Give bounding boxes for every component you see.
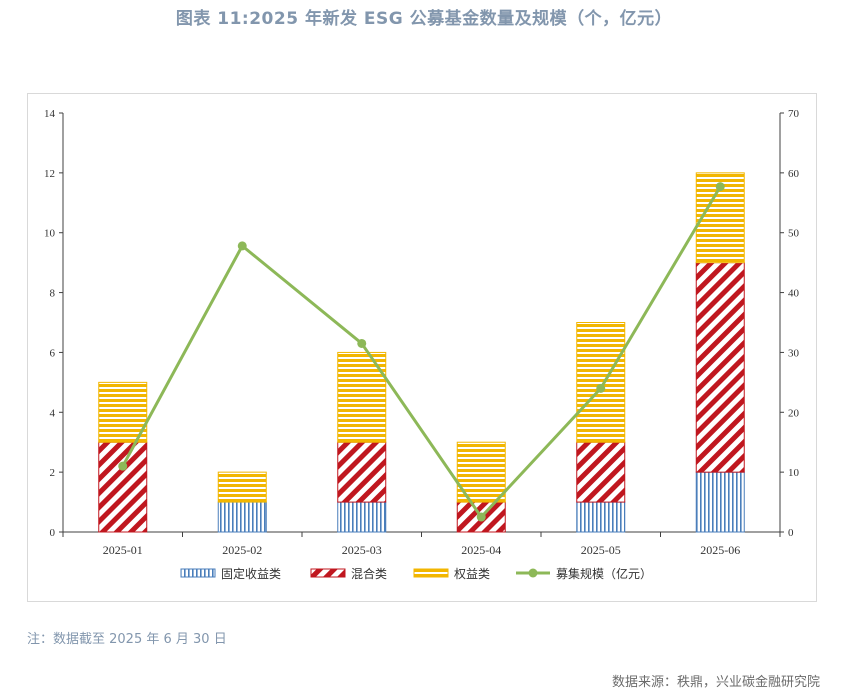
footnote: 注：数据截至 2025 年 6 月 30 日 <box>27 632 227 647</box>
chart-title: 图表 11:2025 年新发 ESG 公募基金数量及规模（个，亿元） <box>175 9 673 29</box>
y-left-tick-label: 0 <box>50 527 56 539</box>
y-right-tick-label: 20 <box>788 407 800 419</box>
bar-segment <box>98 381 148 443</box>
chart-svg: 0 2 4 6 8 10 12 14 0 10 20 30 40 50 60 70 2025-01 2025-02… <box>44 108 800 581</box>
line-point <box>237 241 247 251</box>
y-right-tick-label: 60 <box>788 168 800 180</box>
x-tick-label: 2025-03 <box>342 543 382 557</box>
legend-label: 权益类 <box>454 567 490 581</box>
bar-segment <box>337 441 387 503</box>
y-left-tick-label: 2 <box>50 467 56 479</box>
x-tick-label: 2025-05 <box>581 543 621 557</box>
y-right-tick-label: 10 <box>788 467 800 479</box>
line-point <box>596 383 606 393</box>
x-tick-label: 2025-04 <box>461 543 501 557</box>
legend-label: 募集规模（亿元） <box>556 566 652 581</box>
bar-segment <box>576 501 626 533</box>
x-tick-label: 2025-02 <box>222 543 262 557</box>
y-left-tick-label: 4 <box>50 407 56 419</box>
bar-segment <box>217 501 267 533</box>
bar-segment <box>217 471 267 503</box>
x-tick-label: 2025-01 <box>103 543 143 557</box>
bar-segment <box>695 471 745 533</box>
y-left-tick-label: 12 <box>44 168 55 180</box>
bar-segment <box>576 322 626 443</box>
bar-segment <box>576 441 626 503</box>
bar-segment <box>695 262 745 473</box>
bar-segment <box>337 501 387 533</box>
line-point <box>118 461 128 471</box>
y-right-tick-label: 40 <box>788 288 800 300</box>
y-right-tick-label: 0 <box>788 527 794 539</box>
y-right-tick-label: 50 <box>788 228 800 240</box>
x-tick-label: 2025-06 <box>700 543 740 557</box>
data-source: 数据来源：秩鼎，兴业碳金融研究院 <box>611 675 820 690</box>
legend-swatch <box>180 568 216 578</box>
line-point <box>357 338 367 348</box>
legend-label: 固定收益类 <box>221 566 281 581</box>
line-point <box>715 182 725 192</box>
y-left-tick-label: 8 <box>50 288 56 300</box>
line-series <box>121 185 722 519</box>
legend-swatch <box>310 568 346 578</box>
y-left-tick-label: 14 <box>44 108 56 120</box>
chart-frame: 0 2 4 6 8 10 12 14 0 10 20 30 40 50 60 70 2025-01 2025-02… <box>27 93 817 602</box>
bar-segment <box>98 441 148 533</box>
y-right-tick-label: 30 <box>788 347 800 359</box>
legend-label: 混合类 <box>351 566 387 581</box>
y-left-tick-label: 6 <box>50 347 56 359</box>
line-point <box>476 512 486 522</box>
legend-swatch-marker <box>528 568 538 578</box>
legend-swatch <box>413 568 449 578</box>
y-left-tick-label: 10 <box>44 228 56 240</box>
y-right-tick-label: 70 <box>788 108 800 120</box>
